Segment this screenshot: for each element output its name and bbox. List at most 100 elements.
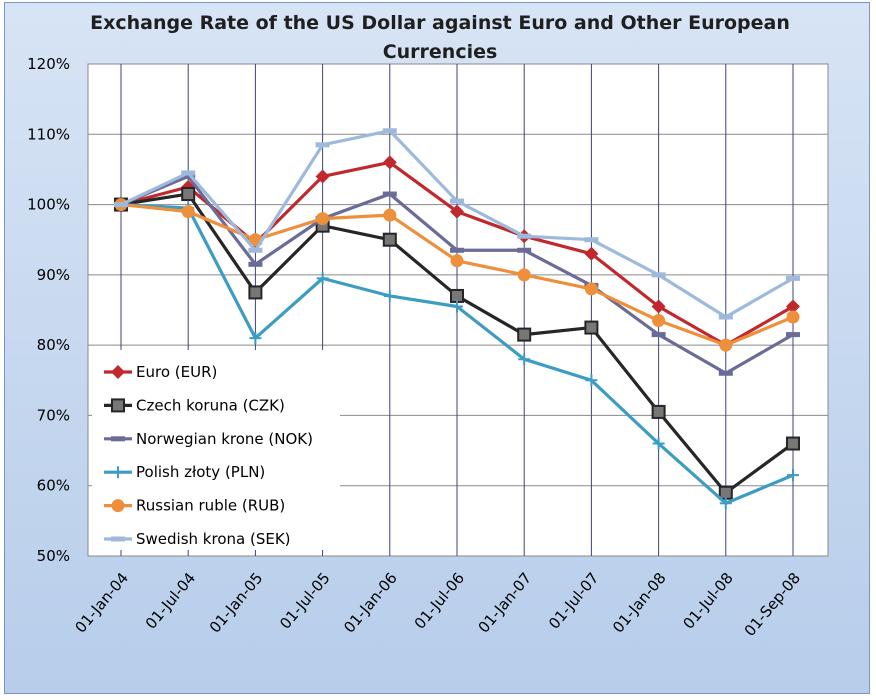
data-point — [786, 299, 800, 314]
legend-swatch-marker — [111, 436, 125, 442]
legend-swatch-marker — [111, 536, 125, 542]
legend-item: Polish złoty (PLN) — [104, 463, 265, 481]
data-point — [181, 205, 195, 219]
chart-title-line-2: Currencies — [383, 41, 498, 63]
data-point — [248, 261, 263, 267]
x-tick-label: 01-Jan-06 — [340, 569, 401, 636]
data-point — [248, 247, 263, 253]
legend-item: Russian ruble (RUB) — [104, 497, 285, 515]
y-tick-label: 110% — [27, 125, 70, 143]
y-tick-label: 50% — [37, 547, 70, 565]
legend: Euro (EUR) Czech koruna (CZK) Norwegian kr… — [92, 350, 340, 550]
data-point — [584, 282, 598, 296]
data-point — [517, 327, 532, 342]
data-point — [181, 173, 196, 179]
y-tick-label: 80% — [37, 336, 70, 354]
legend-swatch-marker — [111, 499, 125, 513]
data-point — [383, 208, 397, 222]
x-tick-label: 01-Jul-05 — [276, 569, 333, 633]
data-point — [786, 436, 800, 451]
data-point — [382, 232, 397, 247]
data-point — [114, 202, 128, 208]
legend-swatch-marker — [111, 365, 125, 379]
data-point — [719, 338, 733, 352]
legend-item: Norwegian krone (NOK) — [104, 430, 313, 448]
legend-label: Euro (EUR) — [136, 363, 217, 381]
data-point — [450, 247, 464, 253]
y-tick-label: 100% — [27, 196, 70, 214]
x-tick-label: 01-Jul-04 — [142, 569, 199, 633]
data-point — [382, 128, 397, 134]
series-5 — [114, 128, 800, 320]
data-point — [383, 289, 396, 302]
data-point — [181, 187, 196, 202]
data-point — [518, 353, 531, 366]
y-axis-ticks: 50% 60% 70% 80% 90% 100% 110% 120% — [27, 55, 70, 565]
data-point — [450, 254, 464, 268]
data-point — [584, 246, 599, 261]
y-tick-label: 60% — [37, 477, 70, 495]
data-point — [584, 237, 599, 243]
data-point — [249, 332, 262, 345]
data-point — [652, 437, 665, 450]
legend-item: Swedish krona (SEK) — [104, 530, 291, 548]
data-point — [786, 275, 800, 281]
data-point — [786, 310, 800, 324]
series-4 — [114, 198, 800, 352]
series-layer — [114, 128, 800, 510]
data-point — [718, 314, 733, 320]
legend-label: Norwegian krone (NOK) — [136, 430, 313, 448]
data-point — [651, 404, 666, 419]
x-tick-label: 01-Jul-06 — [411, 569, 468, 633]
x-axis-ticks: 01-Jan-04 01-Jul-04 01-Jan-05 01-Jul-05 01-J… — [71, 569, 804, 640]
chart-title: Exchange Rate of the US Dollar against E… — [90, 12, 790, 63]
data-point — [181, 170, 196, 176]
data-point — [316, 272, 329, 285]
y-tick-label: 70% — [37, 406, 70, 424]
legend-label: Swedish krona (SEK) — [136, 530, 291, 548]
data-point — [517, 247, 532, 253]
data-point — [450, 288, 464, 303]
x-tick-label: 01-Jul-07 — [545, 569, 602, 633]
data-point — [382, 155, 397, 170]
data-point — [584, 320, 599, 335]
data-point — [316, 212, 330, 226]
x-tick-label: 01-Jul-08 — [679, 569, 736, 633]
legend-item: Euro (EUR) — [104, 363, 217, 381]
data-point — [382, 191, 397, 197]
data-point — [248, 285, 263, 300]
x-tick-label: 01-Jan-05 — [206, 569, 267, 636]
data-point — [651, 332, 666, 338]
data-point — [651, 272, 666, 278]
data-point — [517, 268, 531, 282]
data-point — [651, 299, 666, 314]
legend-item: Czech koruna (CZK) — [104, 396, 285, 414]
data-point — [718, 485, 733, 500]
chart-title-line-1: Exchange Rate of the US Dollar against E… — [90, 12, 790, 34]
data-point — [585, 374, 598, 387]
x-tick-label: 01-Sep-08 — [741, 569, 804, 640]
legend-swatch-marker — [111, 398, 125, 413]
data-point — [719, 497, 732, 510]
legend-label: Russian ruble (RUB) — [136, 497, 285, 515]
legend-box — [92, 350, 340, 550]
legend-swatch-marker — [112, 466, 124, 479]
data-point — [315, 142, 330, 148]
data-point — [315, 169, 330, 184]
data-point — [718, 370, 733, 376]
legend-label: Czech koruna (CZK) — [136, 396, 285, 414]
legend-label: Polish złoty (PLN) — [136, 463, 265, 481]
data-point — [652, 314, 666, 328]
data-point — [450, 198, 464, 204]
x-tick-label: 01-Jan-07 — [475, 569, 536, 636]
x-tick-label: 01-Jan-04 — [71, 569, 132, 636]
data-point — [450, 204, 464, 219]
y-tick-label: 90% — [37, 266, 70, 284]
x-tick-label: 01-Jan-08 — [609, 569, 670, 636]
data-point — [451, 300, 463, 313]
data-point — [517, 233, 532, 239]
data-point — [787, 469, 799, 482]
y-tick-label: 120% — [27, 55, 70, 73]
data-point — [786, 332, 800, 338]
